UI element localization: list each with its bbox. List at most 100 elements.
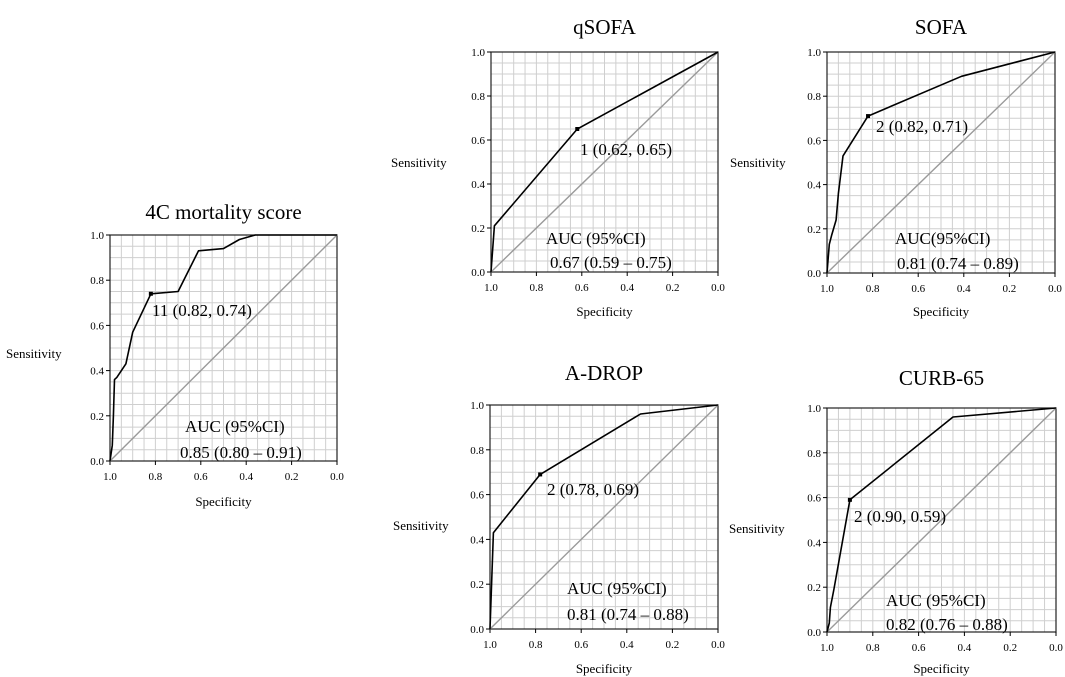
x-tick-label: 0.8 (529, 639, 543, 651)
y-tick-label: 0.6 (807, 135, 821, 147)
auc-heading: AUC (95%CI) (567, 579, 667, 598)
plot-frame (489, 404, 719, 630)
x-tick-label: 0.4 (620, 282, 634, 294)
auc-value: 0.81 (0.74 – 0.89) (897, 254, 1019, 273)
cutoff-label: 2 (0.82, 0.71) (876, 117, 968, 136)
x-tick-label: 0.2 (666, 282, 680, 294)
x-tick-label: 0.0 (711, 639, 725, 651)
y-tick-label: 0.6 (471, 135, 485, 147)
x-axis-label: Specificity (576, 661, 633, 676)
y-tick-label: 0.4 (807, 180, 821, 192)
x-tick-label: 1.0 (103, 471, 117, 483)
x-tick-label: 0.0 (1048, 283, 1062, 295)
cutoff-label: 2 (0.90, 0.59) (854, 507, 946, 526)
y-tick-label: 0.8 (90, 275, 104, 287)
cutoff-label: 2 (0.78, 0.69) (547, 480, 639, 499)
roc-panel: 1.0 0.8 0.6 0.4 0.2 0.0 0.0 0.2 0.4 0.6 0.8 1.0 qSOF… (391, 15, 725, 319)
y-tick-label: 0.0 (470, 624, 484, 636)
plot-frame (109, 234, 338, 462)
x-tick-label: 0.6 (194, 471, 208, 483)
reference-diagonal (490, 51, 719, 273)
plot-frame (826, 51, 1056, 274)
y-tick-label: 1.0 (470, 400, 484, 412)
auc-value: 0.67 (0.59 – 0.75) (550, 253, 672, 272)
y-tick-label: 0.6 (90, 320, 104, 332)
auc-heading: AUC(95%CI) (895, 229, 990, 248)
x-tick-label: 0.2 (666, 639, 680, 651)
y-axis-label: Sensitivity (730, 155, 786, 170)
grid-lines (491, 52, 718, 272)
y-axis-label: Sensitivity (6, 346, 62, 361)
roc-curve (826, 407, 1057, 633)
x-axis-label: Specificity (195, 494, 252, 509)
roc-curve (109, 234, 337, 462)
cutoff-point (866, 114, 871, 119)
y-tick-label: 0.2 (807, 224, 821, 236)
grid-lines (827, 408, 1056, 632)
roc-panel: 1.0 0.8 0.6 0.4 0.2 0.0 0.0 0.2 0.4 0.6 0.8 1.0 A-DR… (393, 361, 725, 676)
y-tick-label: 0.8 (470, 445, 484, 457)
roc-curve (490, 51, 719, 273)
y-tick-label: 1.0 (90, 230, 104, 242)
reference-diagonal (826, 51, 1056, 274)
y-tick-label: 0.6 (807, 493, 821, 505)
roc-curve (826, 51, 1056, 274)
y-tick-label: 0.8 (807, 91, 821, 103)
x-tick-label: 0.8 (866, 642, 880, 654)
y-tick-label: 0.8 (471, 91, 485, 103)
x-tick-label: 0.6 (575, 282, 589, 294)
x-tick-label: 0.2 (1003, 283, 1017, 295)
grid-lines (827, 52, 1055, 273)
y-axis-label: Sensitivity (391, 155, 447, 170)
x-tick-label: 0.2 (285, 471, 299, 483)
plot-frame (826, 407, 1057, 633)
x-tick-label: 0.4 (958, 642, 972, 654)
x-axis-label: Specificity (576, 304, 633, 319)
y-tick-label: 0.0 (471, 267, 485, 279)
auc-heading: AUC (95%CI) (546, 229, 646, 248)
auc-value: 0.81 (0.74 – 0.88) (567, 605, 689, 624)
y-tick-label: 0.4 (807, 537, 821, 549)
chart-title: CURB-65 (899, 366, 984, 390)
y-tick-label: 0.0 (807, 268, 821, 280)
chart-title: SOFA (915, 15, 968, 39)
cutoff-point (148, 291, 153, 296)
x-tick-label: 0.4 (957, 283, 971, 295)
x-tick-label: 0.8 (149, 471, 163, 483)
y-tick-label: 0.4 (90, 366, 104, 378)
roc-panel: 1.0 0.8 0.6 0.4 0.2 0.0 0.0 0.2 0.4 0.6 0.8 1.0 SOFA… (730, 15, 1062, 319)
x-tick-label: 0.4 (620, 639, 634, 651)
x-tick-label: 0.0 (330, 471, 344, 483)
cutoff-point (538, 472, 543, 477)
auc-heading: AUC (95%CI) (886, 591, 986, 610)
y-tick-label: 1.0 (807, 47, 821, 59)
y-tick-label: 0.2 (807, 582, 821, 594)
cutoff-point (847, 497, 852, 502)
x-tick-label: 0.6 (574, 639, 588, 651)
auc-value: 0.82 (0.76 – 0.88) (886, 615, 1008, 634)
reference-diagonal (109, 234, 338, 462)
y-tick-label: 0.4 (471, 179, 485, 191)
y-axis-label: Sensitivity (729, 521, 785, 536)
reference-diagonal (826, 407, 1057, 633)
y-tick-label: 0.2 (470, 579, 484, 591)
y-tick-label: 0.8 (807, 448, 821, 460)
x-tick-label: 0.0 (711, 282, 725, 294)
x-tick-label: 1.0 (484, 282, 498, 294)
chart-title: A-DROP (565, 361, 643, 385)
grid-lines (490, 405, 718, 629)
x-axis-label: Specificity (913, 661, 970, 676)
y-tick-label: 0.0 (807, 627, 821, 639)
reference-diagonal (489, 404, 719, 630)
x-tick-label: 1.0 (820, 642, 834, 654)
y-axis-label: Sensitivity (393, 518, 449, 533)
roc-panel: 1.0 0.8 0.6 0.4 0.2 0.0 0.0 0.2 0.4 0.6 0.8 1.0 CURB… (729, 366, 1063, 676)
x-tick-label: 1.0 (483, 639, 497, 651)
cutoff-point (575, 127, 580, 131)
y-tick-label: 1.0 (807, 403, 821, 415)
cutoff-label: 1 (0.62, 0.65) (580, 140, 672, 159)
y-tick-label: 0.2 (471, 223, 485, 235)
y-tick-label: 0.0 (90, 456, 104, 468)
x-tick-label: 0.8 (530, 282, 544, 294)
